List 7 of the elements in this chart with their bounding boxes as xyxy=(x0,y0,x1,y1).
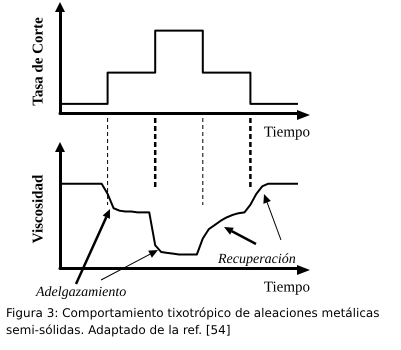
text: Figura 3: Comportamiento tixotrópico de aleaciones metálicas semi-sólidas. Adaptado de la ref. [54] xyxy=(6,305,381,339)
x-axis-title: Tiempo xyxy=(264,124,310,140)
y-axis-title: Tasa de Corte xyxy=(30,16,46,106)
y-axis-title: Viscosidad xyxy=(30,174,46,244)
text: Adelgazamiento xyxy=(35,285,126,300)
x-axis-title: Tiempo xyxy=(264,280,310,296)
annotation: Recuperación xyxy=(217,252,296,267)
